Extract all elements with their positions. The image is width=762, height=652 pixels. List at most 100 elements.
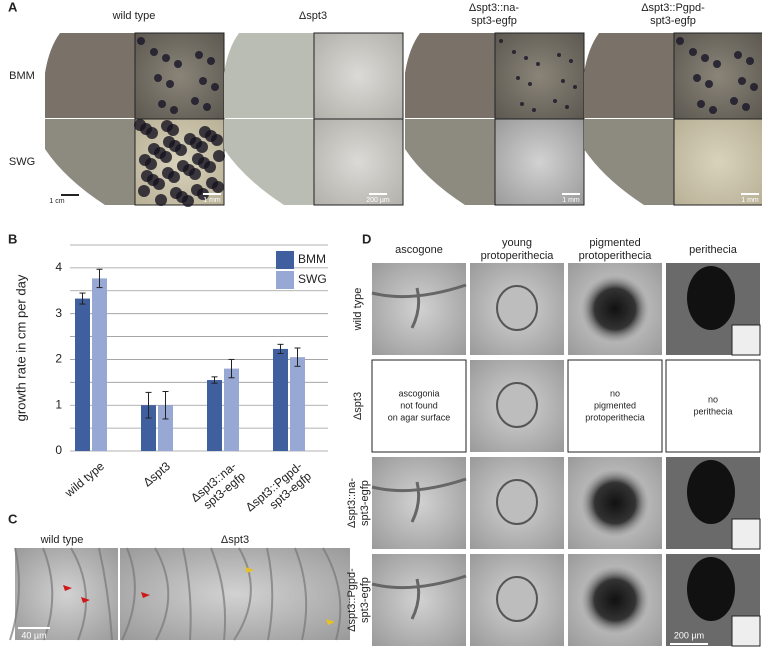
perithecia-cluster [196,141,208,153]
column-header: pigmented [589,237,640,249]
panel-letter: C [8,511,18,526]
colony-dot [166,80,174,88]
bar [207,380,222,451]
micrograph [120,548,350,640]
perithecia-cluster [160,151,172,163]
y-tick-label: 4 [55,260,62,274]
hypha [70,547,87,641]
colony-dot [709,106,717,114]
colony-dot [532,108,536,112]
legend-swatch [276,271,294,289]
row-label: spt3-egfp [359,577,371,623]
colony-dot [524,56,528,60]
colony-dot [561,79,565,83]
legend-swatch [276,251,294,269]
colony-dot [573,85,577,89]
hypha [121,547,136,641]
colony-dot [746,57,754,65]
colony-dot [689,48,697,56]
zoom-photo [313,32,404,120]
empty-panel [567,359,663,453]
y-tick-label: 0 [55,443,62,457]
colony-dot [162,54,170,62]
y-tick-label: 1 [55,397,62,411]
column-header: Δspt3 [299,10,327,22]
perithecia-cluster [168,171,180,183]
colony-dot [536,62,540,66]
y-axis-label: growth rate in cm per day [13,274,28,421]
bar [224,368,239,451]
note: not found [400,400,438,410]
column-header: wild type [40,534,84,546]
row-label: SWG [9,156,35,168]
perithecium [687,460,735,524]
perithecia-cluster [138,185,150,197]
error-bar [211,376,218,384]
empty-panel [371,359,467,453]
pigmented-protoperithecium [581,566,649,634]
note: on agar surface [388,412,451,422]
bar [75,298,90,451]
note: ascogonia [398,388,439,398]
error-bar [145,391,152,419]
colony-dot [569,59,573,63]
perithecia-cluster [175,144,187,156]
arrowhead [81,597,90,603]
inset [731,518,761,550]
scale-bar-label: 200 µm [674,630,704,640]
colony-dot [697,100,705,108]
zoom-photo [494,118,585,206]
y-tick-label: 3 [55,306,62,320]
column-header: Δspt3::na- [469,2,519,14]
column-header: perithecia [689,244,738,256]
zoom-photo [673,118,762,206]
plate-photo [584,33,674,118]
column-header: ascogone [395,244,443,256]
zoom-photo [494,32,585,120]
protoperithecium [496,285,538,331]
colony-dot [191,97,199,105]
row-label: spt3-egfp [359,480,371,526]
colony-dot [705,80,713,88]
arrowhead [326,619,335,625]
row-label: BMM [9,70,35,82]
scale-bar-label: 1 mm [562,197,580,204]
colony-dot [137,37,145,45]
hypha [210,547,227,641]
hypha [154,547,170,641]
hypha [266,547,274,641]
column-header: protoperithecia [579,250,653,262]
colony-dot [512,50,516,54]
legend-label: BMM [298,252,326,266]
bar [92,278,107,451]
colony-dot [199,77,207,85]
note: protoperithecia [585,412,645,422]
colony-dot [528,82,532,86]
colony-dot [750,83,758,91]
note: perithecia [693,406,732,416]
hypha [42,547,54,641]
hypha [9,547,20,641]
perithecia-cluster [212,181,224,193]
colony-dot [734,51,742,59]
perithecium [687,557,735,621]
error-bar [96,268,103,289]
pigmented-protoperithecium [581,469,649,537]
error-bar [162,390,169,420]
arrowhead [245,567,254,573]
bar [158,405,173,451]
colony-dot [150,48,158,56]
colony-dot [207,57,215,65]
colony-dot [195,51,203,59]
panel-letter: A [8,0,18,14]
bar [141,405,156,451]
perithecia-cluster [167,124,179,136]
colony-dot [170,106,178,114]
colony-dot [520,102,524,106]
row-label: Δspt3 [352,392,364,420]
error-bar [277,343,284,354]
protoperithecium [496,382,538,428]
colony-dot [742,103,750,111]
